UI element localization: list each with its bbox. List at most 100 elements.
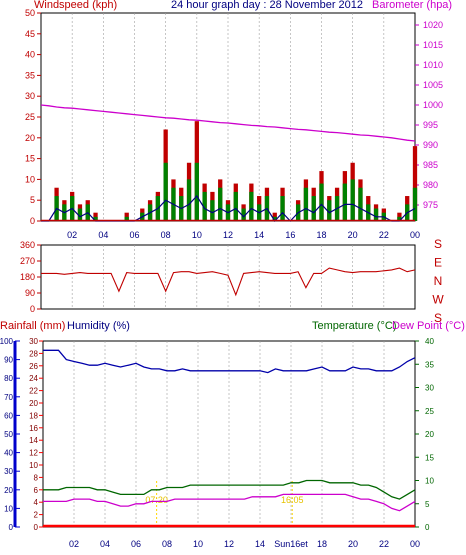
compass-label: S <box>434 237 442 251</box>
wind-left-tick-label: 5 <box>30 195 35 205</box>
humidity-tick-label: 20 <box>4 486 13 495</box>
wind-x-tick-label: 16 <box>285 230 295 240</box>
temp-x-tick-label: 22 <box>379 539 389 549</box>
baro-right-tick-label: 995 <box>423 120 438 130</box>
wind-x-tick-label: 04 <box>98 230 108 240</box>
wind-speed-bar <box>194 162 199 221</box>
barometer-label: Barometer (hpa) <box>372 0 453 11</box>
humidity-tick-label: 60 <box>4 411 13 420</box>
compass-label: N <box>434 274 443 288</box>
wind-speed-bar <box>93 216 98 221</box>
temp-x-tick-label: 14 <box>255 539 265 549</box>
sunset-label: 16:05 <box>281 495 304 505</box>
temp-tick-label: 40 <box>425 337 434 346</box>
baro-right-tick-label: 990 <box>423 140 438 150</box>
temp-x-tick-label: 18 <box>317 539 327 549</box>
temp-tick-label: 15 <box>425 453 434 462</box>
barometer-line <box>40 104 416 142</box>
wind-left-tick-label: 45 <box>25 29 35 39</box>
wind-speed-bar <box>303 187 309 221</box>
wind-left-tick-label: 15 <box>25 154 35 164</box>
rain-tick-label: 0 <box>34 523 39 532</box>
temp-tick-label: 20 <box>425 430 434 439</box>
direction-line <box>41 267 416 297</box>
sunrise-label: 07:20 <box>145 495 168 505</box>
wind-speed-bar <box>280 196 285 221</box>
direction-tick-label: 90 <box>25 288 35 298</box>
wind-gust-bar <box>412 146 418 221</box>
wind-speed-bar <box>77 208 83 221</box>
dewpoint-label: Dew Point (°C) <box>392 320 465 332</box>
rain-tick-label: 8 <box>34 473 39 482</box>
wind-left-tick-label: 40 <box>25 50 35 60</box>
graph-title: 24 hour graph day : 28 November 2012 <box>171 0 364 11</box>
wind-x-tick-label: 06 <box>129 230 139 240</box>
rain-tick-label: 30 <box>29 337 38 346</box>
rain-tick-label: 18 <box>29 411 38 420</box>
compass-label: E <box>434 256 442 270</box>
temp-x-tick-label: Sun16et <box>274 539 308 549</box>
wind-x-tick-label: 08 <box>161 230 171 240</box>
temp-tick-label: 30 <box>425 384 434 393</box>
temp-tick-label: 35 <box>425 360 434 369</box>
wind-speed-bar <box>233 191 238 221</box>
temp-tick-label: 5 <box>425 500 430 509</box>
humidity-tick-label: 80 <box>4 374 13 383</box>
wind-speed-bar <box>350 179 355 221</box>
wind-x-tick-label: 02 <box>67 230 77 240</box>
rain-tick-label: 10 <box>29 461 38 470</box>
wind-speed-bar <box>327 200 332 221</box>
temp-tick-label: 0 <box>425 523 430 532</box>
temp-tick-label: 25 <box>425 407 434 416</box>
baro-right-tick-label: 975 <box>423 200 438 210</box>
wind-speed-bar <box>397 216 402 221</box>
windspeed-label: Windspeed (kph) <box>34 0 118 11</box>
wind-x-tick-label: 10 <box>192 230 202 240</box>
compass-label: W <box>432 293 444 307</box>
baro-right-tick-label: 1015 <box>423 40 443 50</box>
humidity-tick-label: 70 <box>4 393 13 402</box>
wind-speed-bar <box>241 208 246 221</box>
wind-speed-bar <box>163 162 168 221</box>
temp-tick-label: 10 <box>425 477 434 486</box>
wind-left-tick-label: 10 <box>25 174 35 184</box>
temperature-label: Temperature (°C) <box>312 320 397 332</box>
dewpoint-line <box>43 493 416 512</box>
rain-tick-label: 12 <box>29 449 38 458</box>
direction-tick-label: 0 <box>30 304 35 314</box>
wind-speed-bar <box>218 187 223 221</box>
wind-left-tick-label: 20 <box>25 133 35 143</box>
rainfall-label: Rainfall (mm) <box>0 320 66 332</box>
direction-tick-label: 360 <box>20 240 35 250</box>
rain-tick-label: 4 <box>34 498 39 507</box>
wind-speed-bar <box>186 179 192 221</box>
wind-speed-bar <box>311 196 316 221</box>
wind-x-tick-label: 00 <box>410 230 420 240</box>
rain-tick-label: 16 <box>29 424 38 433</box>
wind-left-tick-label: 35 <box>25 70 35 80</box>
temp-x-tick-label: 08 <box>162 539 172 549</box>
wind-x-tick-label: 14 <box>254 230 264 240</box>
humidity-tick-label: 40 <box>4 449 13 458</box>
direction-tick-label: 180 <box>20 272 35 282</box>
humidity-line <box>43 349 416 374</box>
rain-tick-label: 22 <box>29 387 38 396</box>
baro-right-tick-label: 1000 <box>423 100 443 110</box>
wind-x-tick-label: 12 <box>223 230 233 240</box>
humidity-tick-label: 100 <box>0 337 14 346</box>
wind-left-tick-label: 25 <box>25 112 35 122</box>
temp-x-tick-label: 06 <box>131 539 141 549</box>
baro-right-tick-label: 980 <box>423 180 438 190</box>
wind-speed-bar <box>373 208 379 221</box>
wind-speed-bar <box>249 191 254 221</box>
wind-speed-bar <box>124 216 129 221</box>
baro-right-tick-label: 1010 <box>423 60 443 70</box>
wind-speed-bar <box>272 216 277 221</box>
rain-tick-label: 2 <box>34 511 39 520</box>
baro-right-tick-label: 1005 <box>423 80 443 90</box>
wind-left-tick-label: 50 <box>25 8 35 18</box>
direction-tick-label: 270 <box>20 256 35 266</box>
temp-x-tick-label: 10 <box>193 539 203 549</box>
humidity-label: Humidity (%) <box>67 320 130 332</box>
